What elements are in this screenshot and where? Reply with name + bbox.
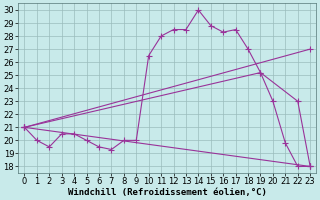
X-axis label: Windchill (Refroidissement éolien,°C): Windchill (Refroidissement éolien,°C) — [68, 188, 267, 197]
